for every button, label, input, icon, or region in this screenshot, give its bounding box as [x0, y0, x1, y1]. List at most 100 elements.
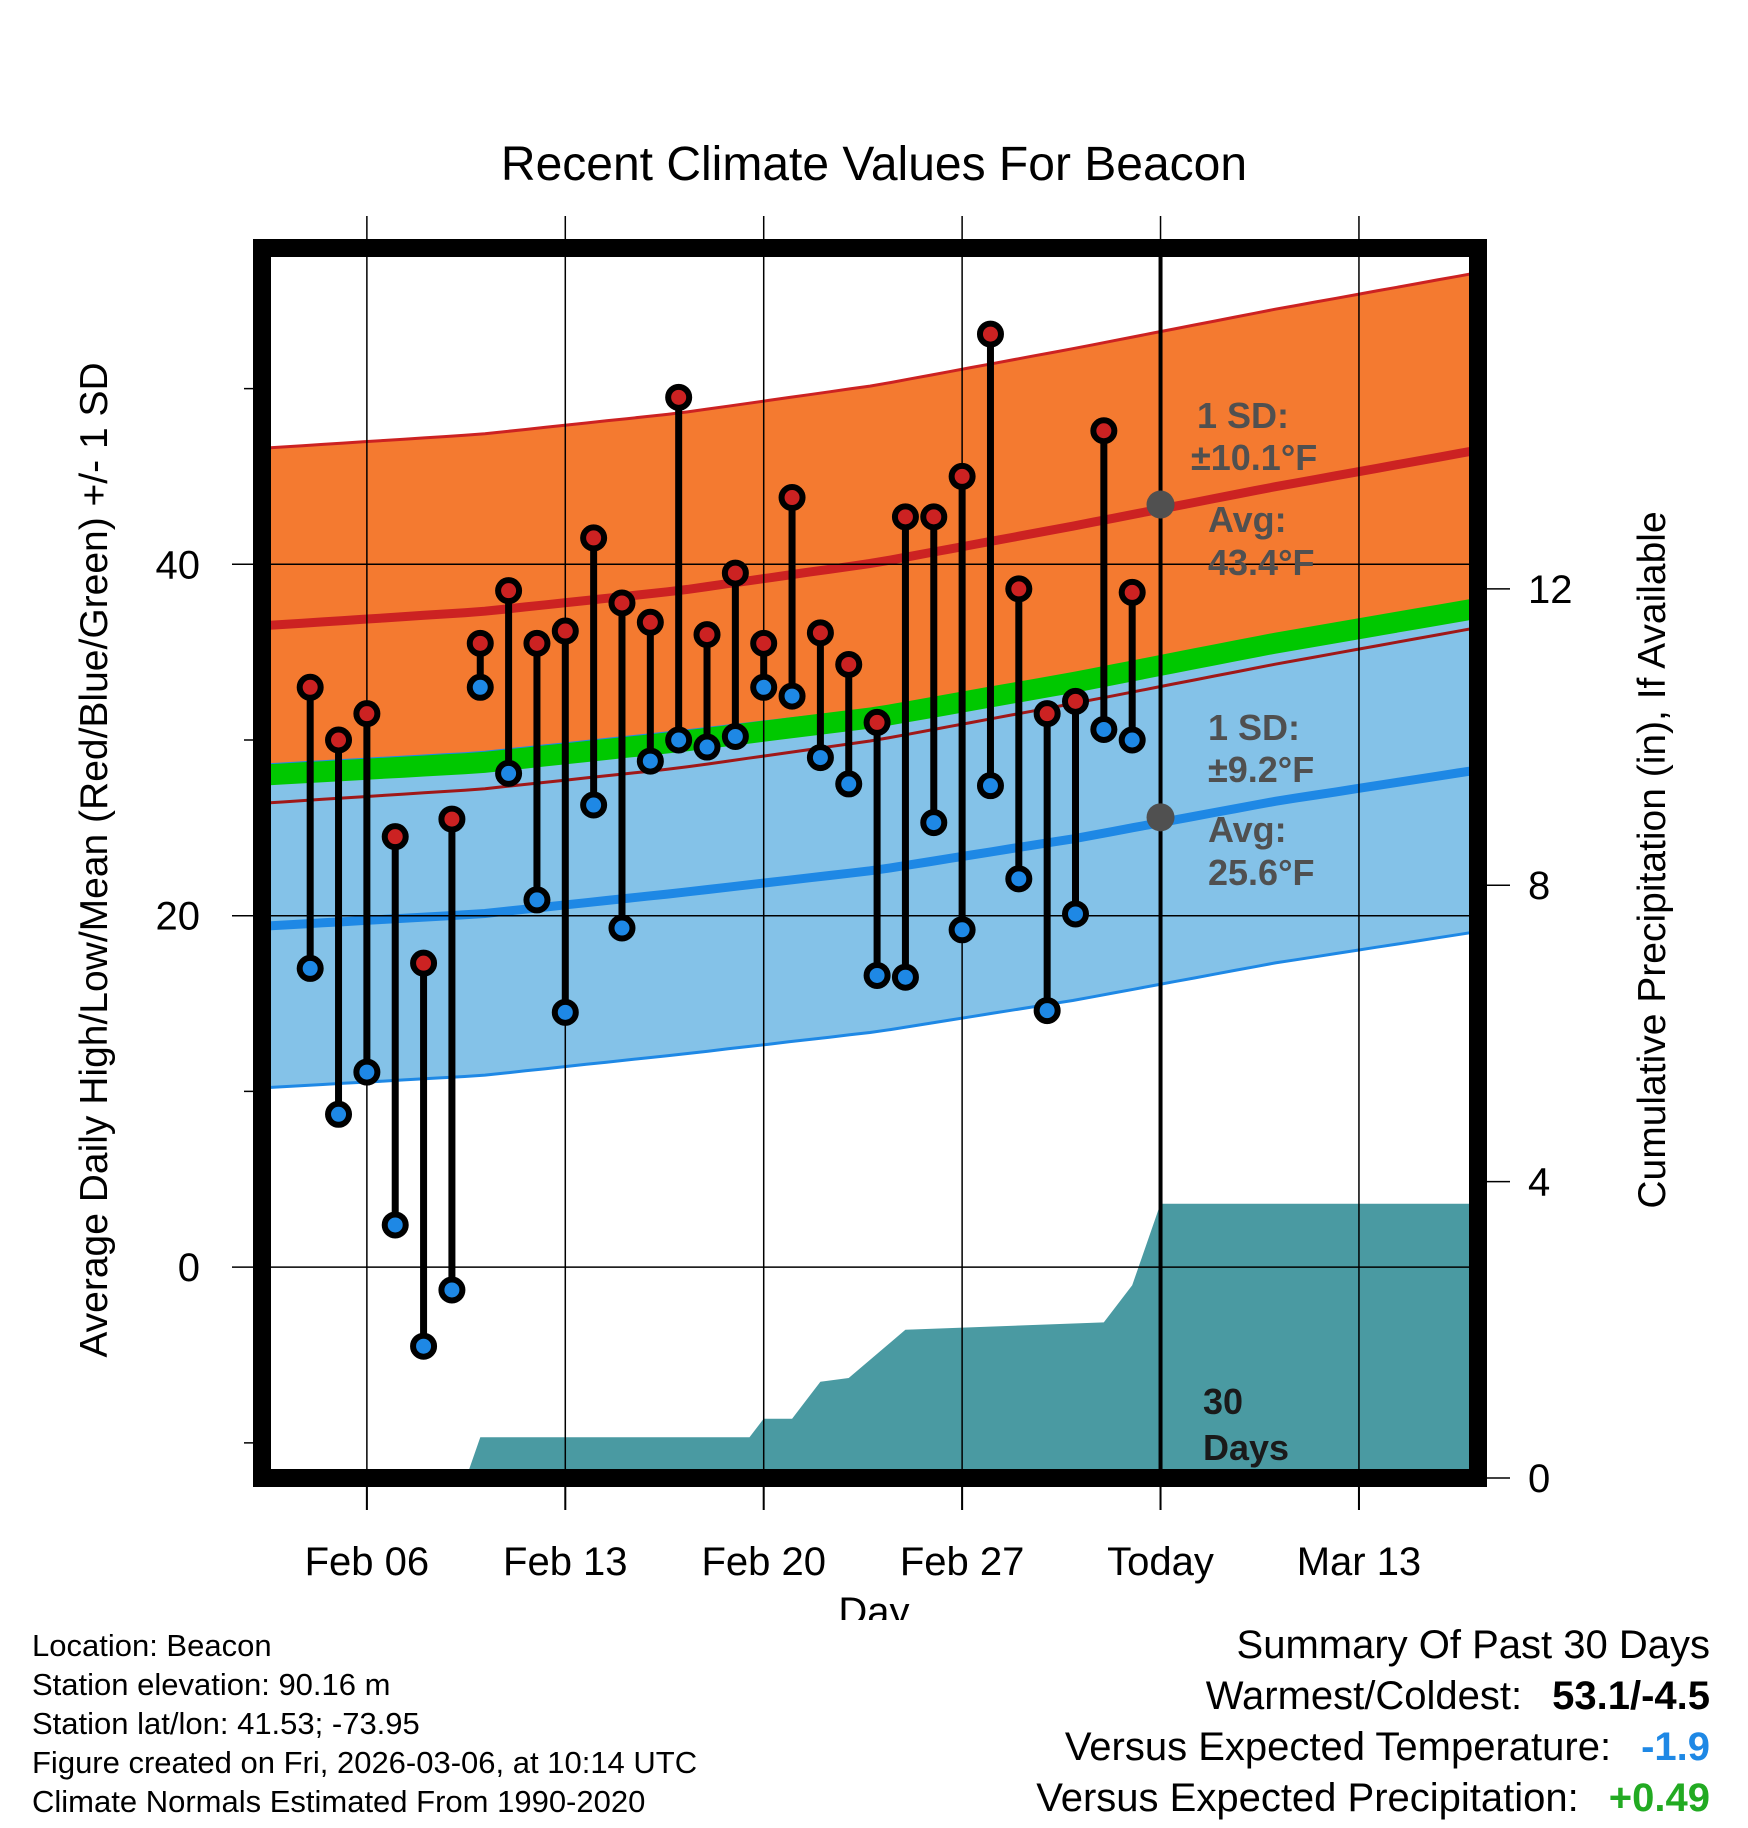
- summary-panel: Summary Of Past 30 Days Warmest/Coldest:…: [1036, 1620, 1710, 1824]
- temp-diff-label: Versus Expected Temperature:: [1064, 1725, 1612, 1769]
- y2-tick-label: 0: [1528, 1457, 1550, 1501]
- high-avg-label: Avg:: [1208, 499, 1287, 540]
- daily-low-point: [1118, 726, 1146, 754]
- daily-high-point: [891, 503, 919, 531]
- y2-tick-label: 12: [1528, 568, 1573, 612]
- daily-high-point: [863, 708, 891, 736]
- daily-high-point: [495, 577, 523, 605]
- summary-temp-row: Versus Expected Temperature: -1.9: [1036, 1722, 1710, 1773]
- x-axis-label: Day: [838, 1590, 909, 1620]
- high-sd-value: ±10.1°F: [1191, 437, 1317, 478]
- summary-precip-row: Versus Expected Precipitation: +0.49: [1036, 1773, 1710, 1824]
- daily-low-point: [381, 1211, 409, 1239]
- daily-low-point: [353, 1058, 381, 1086]
- low-sd-label: 1 SD:: [1208, 707, 1300, 748]
- daily-low-point: [466, 673, 494, 701]
- low-sd-value: ±9.2°F: [1208, 749, 1314, 790]
- precip-diff-label: Versus Expected Precipitation:: [1036, 1776, 1579, 1820]
- daily-high-point: [410, 949, 438, 977]
- y2-tick-label: 4: [1528, 1161, 1550, 1205]
- daily-high-point: [721, 559, 749, 587]
- daily-high-point: [693, 621, 721, 649]
- today-low-normal-marker: [1146, 803, 1175, 832]
- daily-low-point: [863, 961, 891, 989]
- low-normal-line: [262, 765, 1478, 931]
- elevation-text: Station elevation: 90.16 m: [32, 1667, 391, 1702]
- temp-diff-value: -1.9: [1641, 1725, 1710, 1769]
- daily-low-point: [721, 722, 749, 750]
- daily-low-point: [636, 747, 664, 775]
- days-unit-label: Days: [1203, 1427, 1289, 1468]
- daily-low-point: [523, 886, 551, 914]
- x-tick-label: Today: [1107, 1540, 1214, 1584]
- daily-high-point: [778, 484, 806, 512]
- daily-low-point: [750, 673, 778, 701]
- station-info: Location: Beacon Station elevation: 90.1…: [32, 1626, 697, 1821]
- high-sd-label: 1 SD:: [1197, 395, 1289, 436]
- daily-low-point: [551, 998, 579, 1026]
- high-normal-line: [262, 445, 1478, 631]
- daily-low-point: [296, 954, 324, 982]
- daily-high-point: [1090, 417, 1118, 445]
- daily-high-point: [948, 462, 976, 490]
- daily-low-point: [693, 733, 721, 761]
- mean-normal-band: [262, 597, 1478, 786]
- x-tick-label: Mar 13: [1297, 1540, 1422, 1584]
- daily-high-point: [438, 805, 466, 833]
- low-avg-value: 25.6°F: [1208, 852, 1314, 893]
- today-high-normal-marker: [1146, 490, 1175, 519]
- daily-high-point: [353, 700, 381, 728]
- daily-low-point: [438, 1276, 466, 1304]
- y2-tick-label: 8: [1528, 864, 1550, 908]
- location-text: Location: Beacon: [32, 1628, 272, 1663]
- daily-high-point: [1005, 575, 1033, 603]
- daily-high-point: [1033, 700, 1061, 728]
- plot-area: Feb 06 Feb 13 Feb 20 Feb 27 Today Mar 1302040…: [156, 216, 1573, 1584]
- y-tick-label: 20: [156, 895, 201, 939]
- daily-low-point: [976, 772, 1004, 800]
- low-sd-lower-line: [262, 930, 1478, 1090]
- daily-high-point: [636, 608, 664, 636]
- days-count-label: 30: [1203, 1381, 1243, 1422]
- high-avg-value: 43.4°F: [1208, 542, 1314, 583]
- high-sd-lower-line: [262, 626, 1478, 805]
- x-tick-label: Feb 27: [900, 1540, 1025, 1584]
- daily-low-point: [948, 916, 976, 944]
- daily-high-point: [835, 650, 863, 678]
- daily-low-point: [1062, 900, 1090, 928]
- daily-high-point: [523, 629, 551, 657]
- daily-high-point: [381, 823, 409, 851]
- daily-high-point: [750, 629, 778, 657]
- y-tick-label: 0: [178, 1246, 200, 1290]
- daily-high-point: [608, 589, 636, 617]
- daily-low-point: [920, 809, 948, 837]
- daily-high-point: [466, 629, 494, 657]
- daily-high-point: [806, 619, 834, 647]
- summary-warmest-row: Warmest/Coldest: 53.1/-4.5: [1036, 1671, 1710, 1722]
- daily-high-point: [1062, 687, 1090, 715]
- plot-frame: [253, 239, 1487, 1487]
- precip-diff-value: +0.49: [1608, 1776, 1710, 1820]
- daily-low-point: [325, 1100, 353, 1128]
- daily-high-point: [1118, 578, 1146, 606]
- low-avg-label: Avg:: [1208, 809, 1287, 850]
- x-tick-label: Feb 13: [503, 1540, 628, 1584]
- x-tick-label: Feb 06: [305, 1540, 430, 1584]
- daily-high-point: [976, 320, 1004, 348]
- high-sd-upper-line: [262, 271, 1478, 450]
- created-text: Figure created on Fri, 2026-03-06, at 10…: [32, 1745, 698, 1780]
- x-tick-label: Feb 20: [701, 1540, 826, 1584]
- warmest-value: 53.1/-4.5: [1552, 1674, 1710, 1718]
- daily-low-point: [1005, 865, 1033, 893]
- cumulative-precip-area: [262, 1203, 1478, 1478]
- daily-low-point: [608, 914, 636, 942]
- daily-high-point: [551, 617, 579, 645]
- daily-high-point: [580, 524, 608, 552]
- daily-low-point: [410, 1332, 438, 1360]
- y-axis-label: Average Daily High/Low/Mean (Red/Blue/Gr…: [73, 362, 116, 1357]
- normals-text: Climate Normals Estimated From 1990-2020: [32, 1784, 646, 1819]
- daily-low-point: [1090, 715, 1118, 743]
- daily-low-point: [806, 744, 834, 772]
- daily-low-point: [495, 759, 523, 787]
- daily-low-point: [778, 682, 806, 710]
